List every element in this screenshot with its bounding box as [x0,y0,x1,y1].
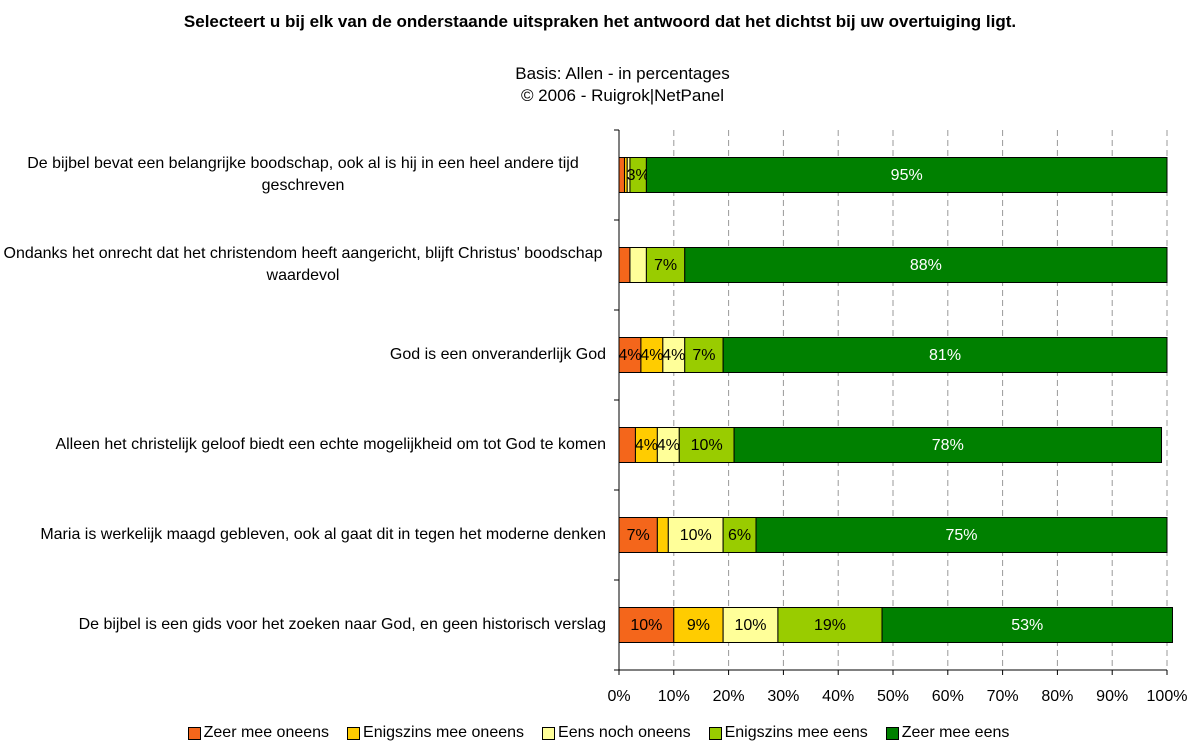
category-label: De bijbel bevat een belangrijke boodscha… [0,153,606,197]
data-label: 10% [680,527,712,544]
legend-swatch [542,726,556,740]
category-label: De bijbel is een gids voor het zoeken na… [0,603,606,647]
data-label: 9% [687,617,710,634]
bar-segment [722,607,779,643]
x-tick-label: 80% [1041,688,1073,705]
legend-swatch [885,726,899,740]
legend-label: Zeer mee oneens [203,724,330,741]
data-label: 7% [627,527,650,544]
x-tick-label: 60% [932,688,964,705]
category-label: God is een onveranderlijk God [0,333,606,377]
category-text: De bijbel is een gids voor het zoeken na… [78,616,606,633]
bar-segment [618,427,636,463]
data-label: 95% [891,167,923,184]
x-tick-label: 50% [877,688,909,705]
bar-segment [722,337,1168,373]
category-text: Maria is werkelijk maagd gebleven, ook a… [40,526,606,543]
bar-segment [733,427,1163,463]
legend-swatch [708,726,722,740]
category-text: De bijbel bevat een belangrijke boodscha… [27,155,579,194]
category-label: Maria is werkelijk maagd gebleven, ook a… [0,513,606,557]
subtitle: © 2006 - Ruigrok|NetPanel [520,86,725,105]
data-label: 75% [945,527,977,544]
bar-segment [629,247,647,283]
data-label: 78% [932,437,964,454]
data-label: 7% [692,347,715,364]
data-label: 81% [929,347,961,364]
x-tick-label: 40% [822,688,854,705]
bar-segment [618,517,658,553]
data-label: 88% [910,257,942,274]
bar-segment [881,607,1173,643]
x-tick-label: 90% [1096,688,1128,705]
data-label: 4% [618,347,641,364]
x-tick-label: 30% [767,688,799,705]
x-tick-label: 10% [658,688,690,705]
bar-segment [656,517,669,553]
data-label: 6% [728,527,751,544]
legend: Zeer mee oneens Enigszins mee oneens Eens … [0,724,1197,742]
category-text: Alleen het christelijk geloof biedt een … [55,436,606,453]
category-text: God is een onveranderlijk God [389,346,606,363]
bar-segment [777,607,883,643]
bar-segment [618,157,625,193]
subtitle: Basis: Allen - in percentages [515,64,730,83]
x-tick-label: 20% [713,688,745,705]
x-tick-label: 70% [987,688,1019,705]
data-label: 53% [1011,617,1043,634]
bar-segment [678,427,735,463]
bar-segment [645,247,686,283]
category-label: Ondanks het onrecht dat het christendom … [0,243,606,287]
bar-segment [684,247,1168,283]
bar-segment [645,157,1168,193]
data-label: 10% [630,617,662,634]
x-tick-label: 0% [607,688,630,705]
category-text: Ondanks het onrecht dat het christendom … [3,245,603,284]
legend-item: Enigszins mee eens [708,724,868,742]
legend-label: Eens noch oneens [558,724,691,741]
chart-title: Selecteert u bij elk van de onderstaande… [183,12,1017,31]
category-label: Alleen het christelijk geloof biedt een … [0,423,606,467]
data-label: 4% [657,437,680,454]
legend-item: Eens noch oneens [542,724,691,742]
bar-segment [673,607,724,643]
data-label: 10% [735,617,767,634]
legend-item: Zeer mee oneens [187,724,330,742]
data-label: 4% [635,437,658,454]
data-label: 10% [691,437,723,454]
bar-segment [755,517,1168,553]
legend-swatch [187,726,201,740]
data-label: 4% [640,347,663,364]
data-label: 7% [654,257,677,274]
legend-swatch [347,726,361,740]
bar-segment [618,247,631,283]
legend-label: Enigszins mee eens [724,724,868,741]
data-label: 19% [814,617,846,634]
data-label: 4% [662,347,685,364]
x-tick-label: 100% [1147,688,1188,705]
legend-item: Enigszins mee oneens [347,724,524,742]
data-label: 3% [627,167,650,184]
legend-label: Enigszins mee oneens [363,724,525,741]
legend-label: Zeer mee eens [901,724,1010,741]
legend-item: Zeer mee eens [885,724,1010,742]
